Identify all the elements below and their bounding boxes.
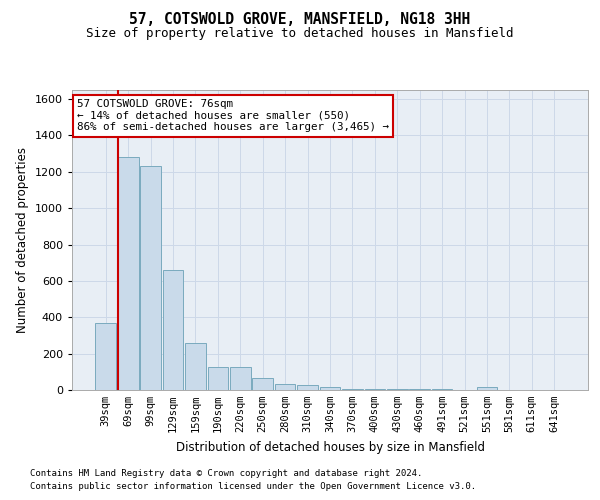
Bar: [118, 158, 139, 390]
Y-axis label: Number of detached properties: Number of detached properties: [16, 147, 29, 333]
Bar: [476, 388, 497, 390]
Bar: [387, 389, 407, 390]
Bar: [297, 386, 318, 390]
Bar: [140, 166, 161, 390]
Text: 57 COTSWOLD GROVE: 76sqm
← 14% of detached houses are smaller (550)
86% of semi-: 57 COTSWOLD GROVE: 76sqm ← 14% of detach…: [77, 99, 389, 132]
Text: Contains HM Land Registry data © Crown copyright and database right 2024.: Contains HM Land Registry data © Crown c…: [30, 468, 422, 477]
Bar: [163, 270, 184, 390]
Bar: [230, 368, 251, 390]
Bar: [342, 388, 363, 390]
Bar: [208, 368, 228, 390]
Text: Contains public sector information licensed under the Open Government Licence v3: Contains public sector information licen…: [30, 482, 476, 491]
Bar: [320, 386, 340, 390]
Text: 57, COTSWOLD GROVE, MANSFIELD, NG18 3HH: 57, COTSWOLD GROVE, MANSFIELD, NG18 3HH: [130, 12, 470, 28]
Bar: [185, 342, 206, 390]
Bar: [253, 378, 273, 390]
Text: Size of property relative to detached houses in Mansfield: Size of property relative to detached ho…: [86, 28, 514, 40]
X-axis label: Distribution of detached houses by size in Mansfield: Distribution of detached houses by size …: [176, 440, 485, 454]
Bar: [275, 384, 295, 390]
Bar: [95, 322, 116, 390]
Bar: [365, 388, 385, 390]
